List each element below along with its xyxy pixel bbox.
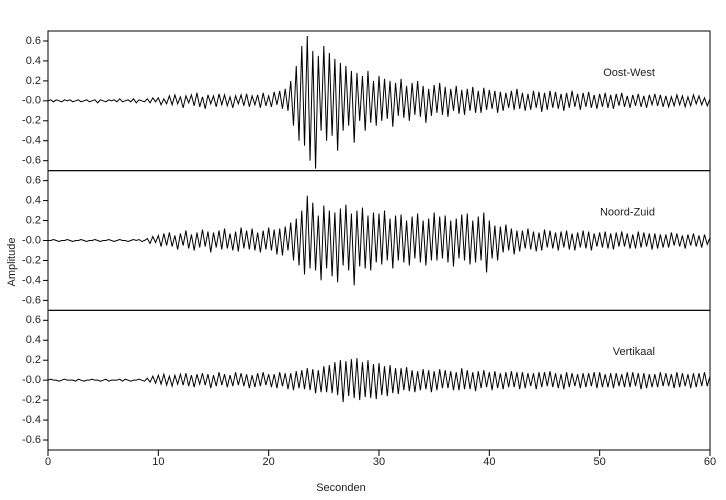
panel-frame <box>47 170 711 311</box>
x-tick-label: 40 <box>483 456 495 468</box>
seismogram-line <box>47 358 711 403</box>
x-tick-label: 10 <box>152 456 164 468</box>
y-tick-label: -0.4 <box>22 135 41 147</box>
y-tick-label: -0.0 <box>22 374 41 386</box>
x-axis-label: Seconden <box>316 482 366 494</box>
seismogram-line <box>47 35 711 169</box>
y-tick-label: -0.0 <box>22 234 41 246</box>
y-tick-label: 0.2 <box>26 214 41 226</box>
x-tick-label: 0 <box>45 456 51 468</box>
y-tick-label: 0.2 <box>26 75 41 87</box>
y-tick-label: -0.4 <box>22 274 41 286</box>
y-axis-label: Amplitude <box>6 238 18 287</box>
y-tick-label: 0.6 <box>26 175 41 187</box>
series-label: Noord-Zuid <box>600 207 655 219</box>
series-label: Vertikaal <box>613 346 655 358</box>
y-tick-label: -0.4 <box>22 414 41 426</box>
seismogram-line <box>48 195 711 286</box>
y-tick-label: -0.2 <box>22 115 41 127</box>
y-tick-label: -0.2 <box>22 254 41 266</box>
panel-frame <box>47 30 711 172</box>
y-tick-label: -0.0 <box>22 95 41 107</box>
x-tick-label: 60 <box>704 456 716 468</box>
y-tick-label: 0.2 <box>26 354 41 366</box>
x-tick-label: 20 <box>263 456 275 468</box>
y-tick-label: 0.4 <box>26 334 41 346</box>
x-tick-label: 50 <box>594 456 606 468</box>
y-tick-label: 0.4 <box>26 195 41 207</box>
y-tick-label: -0.2 <box>22 394 41 406</box>
y-tick-label: -0.6 <box>22 434 41 446</box>
y-tick-label: 0.6 <box>26 314 41 326</box>
y-tick-label: -0.6 <box>22 294 41 306</box>
y-tick-label: 0.6 <box>26 35 41 47</box>
x-tick-label: 30 <box>373 456 385 468</box>
y-tick-label: -0.6 <box>22 155 41 167</box>
panel-frame <box>47 309 711 451</box>
y-tick-label: 0.4 <box>26 55 41 67</box>
series-label: Oost-West <box>603 67 655 79</box>
